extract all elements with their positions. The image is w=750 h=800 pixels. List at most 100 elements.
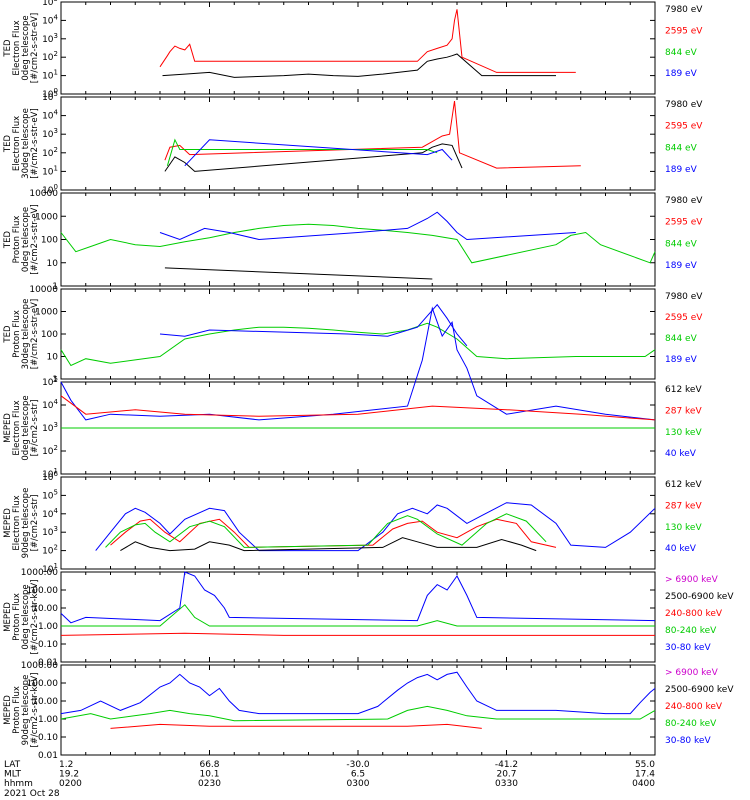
x-tick-label: 0400 xyxy=(632,779,655,789)
y-tick-label: 105 xyxy=(42,90,58,103)
y-tick-label: 0.10 xyxy=(38,733,58,743)
y-axis-label: Proton Flux xyxy=(12,593,22,641)
y-axis-label: [#/cm2-s-str-eV] xyxy=(30,108,40,178)
series-30-80-kev xyxy=(60,671,656,715)
panel-meped-proton-90deg: 0.01 0.10 1.00 10.00 100.00 1000.00 MEPED Proto… xyxy=(3,661,734,761)
y-tick-label: 104 xyxy=(42,507,58,520)
series-30-80-kev xyxy=(60,571,656,624)
y-tick-label: 102 xyxy=(42,444,58,457)
legend-entry: > 6900 keV xyxy=(665,668,719,678)
y-tick-label: 106 xyxy=(42,470,58,483)
series-612-kev xyxy=(120,537,537,552)
y-tick-label: 10 xyxy=(47,259,59,269)
panel-meped-proton-0deg: 0.01 0.10 1.00 10.00 100.00 1000.00 MEPED Proto… xyxy=(3,568,734,668)
x-axis-footer: LAT 1.2 66.8 -30.0 -41.2 55.0 MLT 19.2 10.1 6.5 20… xyxy=(4,760,655,799)
y-tick-label: 10.00 xyxy=(32,604,58,614)
series-7980-ev xyxy=(164,267,433,280)
legend-entry: 30-80 keV xyxy=(665,736,711,746)
x-row-label: MLT xyxy=(4,770,22,780)
y-axis-label: TED xyxy=(3,230,13,249)
y-axis-label: TED xyxy=(3,325,13,344)
legend-entry: 612 keV xyxy=(665,385,702,395)
y-tick-label: 104 xyxy=(42,398,58,411)
y-tick-label: 1.00 xyxy=(38,622,58,632)
series-2595-ev xyxy=(164,101,581,169)
y-axis-label: 90deg telescope xyxy=(21,675,31,746)
x-tick-label: 20.7 xyxy=(496,770,516,780)
x-tick-label: 0330 xyxy=(495,779,518,789)
y-tick-label: 104 xyxy=(42,109,58,122)
plot-frame xyxy=(60,664,656,756)
x-tick-label: 0230 xyxy=(198,779,221,789)
legend-entry: 287 keV xyxy=(665,406,702,416)
y-tick-label: 1000 xyxy=(35,212,58,222)
y-axis-label: [#/cm2-s-str-eV] xyxy=(30,299,40,369)
y-axis-label: 0deg telescope xyxy=(21,584,31,649)
y-tick-label: 1 xyxy=(52,282,58,292)
legend-entry: 130 keV xyxy=(665,523,702,533)
series-189-ev xyxy=(159,211,576,241)
legend-entry: 30-80 keV xyxy=(665,643,711,653)
y-tick-label: 102 xyxy=(42,50,58,63)
y-tick-label: 105 xyxy=(42,488,58,501)
series-189-ev xyxy=(184,139,453,167)
legend-entry: > 6900 keV xyxy=(665,575,719,585)
y-axis-label: 90deg telescope xyxy=(21,488,31,559)
y-axis-label: Proton Flux xyxy=(12,310,22,358)
y-tick-label: 1.00 xyxy=(38,715,58,725)
legend-entry: 2595 eV xyxy=(665,26,703,36)
y-axis-label: TED xyxy=(3,134,13,153)
series-844-ev xyxy=(60,223,656,264)
legend-entry: 189 eV xyxy=(665,261,698,271)
y-tick-label: 103 xyxy=(42,421,58,434)
y-axis-label: [#/cm2-s-str-keV] xyxy=(30,673,40,748)
y-tick-label: 105 xyxy=(42,375,58,388)
panel-ted-electron-30deg: 100 101 102 103 104 105 TED Electron Flux 30deg … xyxy=(3,90,703,196)
legend-entry: 844 eV xyxy=(665,239,698,249)
y-tick-label: 1000.00 xyxy=(21,568,58,578)
series-40-kev xyxy=(95,502,656,552)
legend-entry: 40 keV xyxy=(665,544,697,554)
y-axis-label: [#/cm2-s-str-keV] xyxy=(30,580,40,655)
y-axis-label: Electron Flux xyxy=(12,400,22,455)
legend-entry: 844 eV xyxy=(665,48,698,58)
y-axis-label: Proton Flux xyxy=(12,216,22,264)
series-240-800-kev xyxy=(60,632,655,636)
y-tick-label: 100 xyxy=(41,330,58,340)
x-tick-label: 0200 xyxy=(59,779,82,789)
series-7980-ev xyxy=(162,53,556,78)
y-tick-label: 1000.00 xyxy=(21,661,58,671)
y-axis-label: 0deg telescope xyxy=(21,395,31,460)
legend-entry: 7980 eV xyxy=(665,5,703,15)
y-axis-label: 0deg telescope xyxy=(21,207,31,272)
legend-entry: 240-800 keV xyxy=(665,609,723,619)
y-axis-label: Electron Flux xyxy=(12,116,22,171)
date-label: 2021 Oct 28 xyxy=(4,789,60,799)
y-axis-label: MEPED xyxy=(3,602,13,632)
series-2595-ev xyxy=(159,9,576,73)
y-axis-label: Proton Flux xyxy=(12,686,22,734)
x-tick-label: 19.2 xyxy=(59,770,79,780)
series-287-kev xyxy=(60,395,656,421)
legend-entry: 7980 eV xyxy=(665,196,703,206)
legend-entry: 844 eV xyxy=(665,334,698,344)
y-tick-label: 105 xyxy=(42,0,58,8)
y-axis-label: 30deg telescope xyxy=(21,108,31,179)
legend-entry: 7980 eV xyxy=(665,292,703,302)
y-tick-label: 101 xyxy=(42,467,58,480)
x-row-label: LAT xyxy=(4,760,21,770)
legend-entry: 189 eV xyxy=(665,69,698,79)
x-tick-label: 1.2 xyxy=(59,760,73,770)
y-tick-label: 103 xyxy=(42,525,58,538)
series-844-ev xyxy=(166,138,438,166)
legend-entry: 240-800 keV xyxy=(665,702,723,712)
y-tick-label: 103 xyxy=(42,127,58,140)
y-axis-label: MEPED xyxy=(3,508,13,538)
y-tick-label: 101 xyxy=(42,562,58,575)
x-tick-label: 17.4 xyxy=(635,770,655,780)
y-tick-label: 10 xyxy=(47,353,59,363)
panel-ted-proton-30deg: 1 10 100 1000 10000 TED Proton Flux 30deg teles… xyxy=(3,285,703,385)
